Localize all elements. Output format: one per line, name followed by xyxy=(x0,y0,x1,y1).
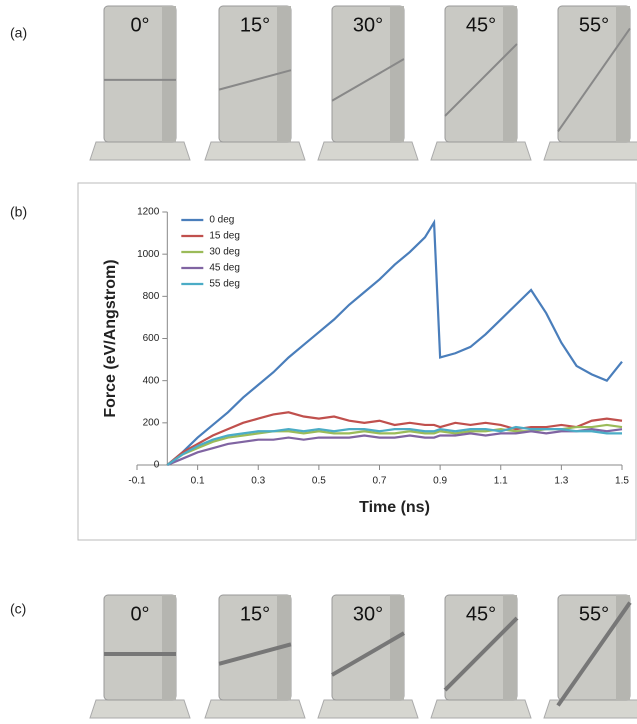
pillar: 55° xyxy=(543,5,637,161)
x-tick-label: 1.1 xyxy=(494,476,508,487)
legend-label: 45 deg xyxy=(209,263,240,274)
pillar-shade xyxy=(162,595,176,700)
x-axis-label: Time (ns) xyxy=(359,499,430,516)
x-tick-label: 1.3 xyxy=(554,476,568,487)
pillar-base xyxy=(430,699,532,719)
series-line xyxy=(166,218,623,466)
angle-label: 15° xyxy=(240,603,270,625)
pillar: 45° xyxy=(430,5,532,161)
pillar-base xyxy=(317,141,419,161)
slip-line xyxy=(556,601,632,707)
angle-label: 55° xyxy=(579,603,609,625)
pillar-base xyxy=(543,141,637,161)
pillar-base xyxy=(317,699,419,719)
y-tick-label: 400 xyxy=(143,375,160,386)
slip-line xyxy=(218,642,292,666)
y-tick-label: 1200 xyxy=(137,207,160,218)
x-tick-label: 1.5 xyxy=(615,476,629,487)
x-tick-label: 0.7 xyxy=(373,476,387,487)
pillar-shade xyxy=(616,6,630,142)
panel-label: (b) xyxy=(10,204,27,220)
angle-label: 30° xyxy=(353,14,383,36)
slip-line xyxy=(218,69,292,91)
slip-line xyxy=(557,27,631,132)
angle-label: 0° xyxy=(130,14,149,36)
slip-line xyxy=(330,631,406,677)
y-tick-label: 200 xyxy=(143,417,160,428)
angle-label: 30° xyxy=(353,603,383,625)
x-tick-label: 0.9 xyxy=(433,476,447,487)
x-tick-label: 0.1 xyxy=(191,476,205,487)
chart-frame xyxy=(77,182,637,541)
series-line xyxy=(166,428,623,467)
x-tick-label: 0.3 xyxy=(251,476,265,487)
angle-label: 55° xyxy=(579,14,609,36)
y-axis-label: Force (eV/Angstrom) xyxy=(102,259,119,417)
y-tick-label: 1000 xyxy=(137,249,160,260)
series-line xyxy=(166,425,622,466)
pillar: 15° xyxy=(204,5,306,161)
x-tick-label: 0.5 xyxy=(312,476,326,487)
pillar-base xyxy=(204,699,306,719)
panel-label: (a) xyxy=(10,25,27,41)
legend-label: 15 deg xyxy=(209,231,240,242)
y-tick-label: 800 xyxy=(143,291,160,302)
angle-label: 45° xyxy=(466,14,496,36)
slip-line xyxy=(443,616,519,692)
pillar-base xyxy=(204,141,306,161)
pillar: 0° xyxy=(89,594,191,719)
x-tick-label: -0.1 xyxy=(128,476,146,487)
pillar-shade xyxy=(503,6,517,142)
pillar: 30° xyxy=(317,594,419,719)
pillar: 30° xyxy=(317,5,419,161)
pillar-shade xyxy=(162,6,176,142)
pillar-base xyxy=(89,699,191,719)
pillar-shade xyxy=(390,6,404,142)
legend-label: 30 deg xyxy=(209,247,240,258)
pillar-shade xyxy=(503,595,517,700)
pillar-shade xyxy=(390,595,404,700)
slip-line xyxy=(444,43,518,117)
angle-label: 45° xyxy=(466,603,496,625)
pillar: 15° xyxy=(204,594,306,719)
slip-line xyxy=(331,58,405,102)
y-tick-label: 0 xyxy=(154,460,160,471)
angle-label: 0° xyxy=(130,603,149,625)
pillar-shade xyxy=(616,595,630,700)
y-tick-label: 600 xyxy=(143,333,160,344)
panel-label: (c) xyxy=(10,601,26,617)
pillar: 55° xyxy=(543,594,637,719)
pillar: 0° xyxy=(89,5,191,161)
legend-label: 55 deg xyxy=(209,279,240,290)
pillar-base xyxy=(430,141,532,161)
pillar-base xyxy=(89,141,191,161)
series-line xyxy=(166,411,623,466)
pillar: 45° xyxy=(430,594,532,719)
legend-label: 0 deg xyxy=(209,215,234,226)
angle-label: 15° xyxy=(240,14,270,36)
pillar-shade xyxy=(277,6,291,142)
